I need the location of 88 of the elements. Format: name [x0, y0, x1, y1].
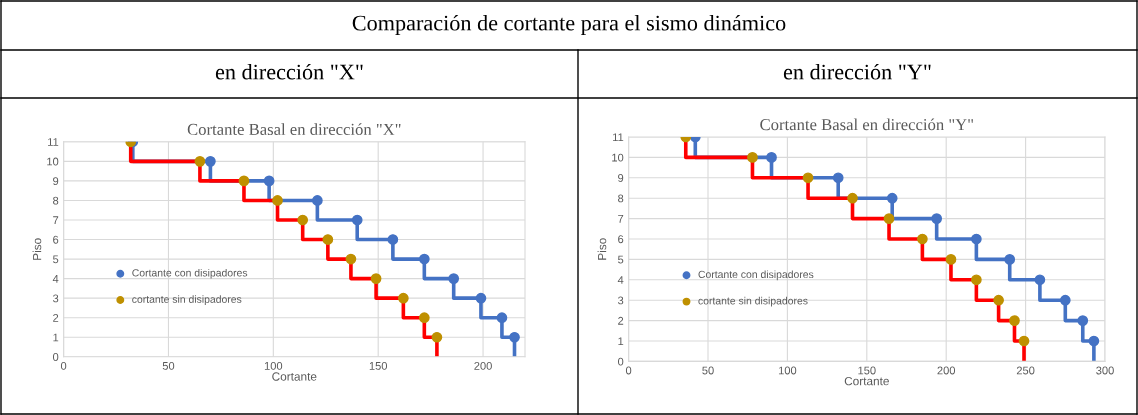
point	[802, 172, 814, 184]
y-tick-label: 11	[613, 133, 624, 142]
point	[993, 294, 1004, 306]
y-tick-label: 4	[52, 275, 59, 283]
y-axis-title: Piso	[32, 238, 42, 260]
x-tick-label: 50	[162, 361, 175, 370]
y-tick-label: 0	[52, 353, 59, 361]
point	[1018, 335, 1030, 347]
point	[205, 155, 216, 167]
point	[351, 214, 363, 226]
point	[945, 254, 957, 265]
point	[1059, 294, 1071, 306]
point	[1088, 335, 1100, 347]
point	[418, 253, 430, 265]
point	[387, 234, 399, 245]
legend-label: cortante sin disipadores	[698, 296, 808, 307]
y-tick-label: 8	[618, 194, 624, 203]
x-tick-label: 100	[778, 366, 797, 375]
x-tick-label: 0	[60, 361, 67, 370]
point	[883, 213, 895, 224]
point	[194, 155, 206, 167]
point	[272, 195, 283, 206]
y-tick-label: 3	[52, 294, 59, 303]
point	[263, 175, 275, 187]
x-tick-label: 200	[474, 361, 492, 370]
y-tick-label: 7	[53, 216, 59, 225]
point	[971, 233, 982, 245]
x-tick-label: 100	[264, 361, 283, 370]
x-axis-title: Cortante	[272, 372, 317, 381]
point	[312, 195, 323, 206]
y-tick-label: 1	[53, 333, 59, 342]
y-axis-title: Piso	[597, 238, 607, 260]
y-tick-label: 6	[618, 235, 624, 244]
y-tick-label: 1	[618, 337, 624, 346]
legend-label: Cortante con disipadores	[132, 268, 248, 279]
legend-label: cortante sin disipadores	[132, 295, 242, 305]
point	[971, 274, 982, 286]
y-tick-label: 2	[53, 313, 59, 322]
point	[431, 331, 443, 343]
point	[1004, 254, 1016, 265]
x-axis-title: Cortante	[844, 376, 889, 386]
y-tick-label: 3	[617, 296, 624, 305]
point	[747, 152, 758, 163]
point	[475, 292, 487, 304]
point	[766, 152, 777, 163]
point	[917, 233, 928, 245]
y-tick-label: 8	[53, 196, 59, 205]
x-tick-label: 150	[858, 366, 876, 375]
point	[398, 292, 409, 304]
x-tick-label: 200	[937, 366, 956, 375]
x-tick-label: 50	[702, 366, 714, 375]
y-tick-label: 6	[53, 235, 59, 244]
x-tick-label: 250	[1016, 366, 1035, 375]
point	[238, 175, 250, 187]
y-tick-label: 4	[617, 276, 624, 284]
y-tick-label: 10	[47, 157, 59, 166]
legend-label: Cortante con disipadores	[698, 270, 814, 281]
point	[297, 214, 309, 226]
point	[345, 253, 357, 265]
y-tick-label: 2	[618, 316, 624, 325]
x-tick-label: 0	[625, 366, 632, 375]
x-tick-label: 300	[1096, 366, 1114, 375]
y-tick-label: 10	[612, 153, 624, 162]
point	[418, 312, 430, 324]
point	[1034, 274, 1046, 286]
y-tick-label: 5	[618, 255, 624, 264]
point	[509, 331, 520, 343]
point	[1077, 315, 1089, 326]
chart-subtitle: en dirección "X"	[215, 63, 363, 80]
y-tick-label: 9	[618, 174, 624, 182]
point	[496, 312, 508, 324]
point	[1009, 315, 1020, 326]
point	[886, 192, 898, 204]
point	[832, 172, 844, 184]
point	[370, 273, 382, 284]
y-tick-label: 9	[53, 177, 59, 186]
point	[448, 273, 460, 284]
y-tick-label: 7	[618, 214, 624, 223]
point	[322, 234, 334, 245]
y-tick-label: 11	[48, 138, 59, 146]
chart-subtitle: en dirección "Y"	[783, 63, 931, 80]
point	[847, 192, 858, 204]
text: Comparación de cortante para el sismo dinámico	[352, 14, 786, 36]
point	[931, 213, 943, 224]
chart-title: Cortante Basal en dirección "Y"	[760, 118, 973, 131]
chart-title: Cortante Basal en dirección "X"	[187, 123, 401, 136]
x-tick-label: 150	[369, 361, 388, 370]
y-tick-label: 5	[53, 255, 59, 264]
